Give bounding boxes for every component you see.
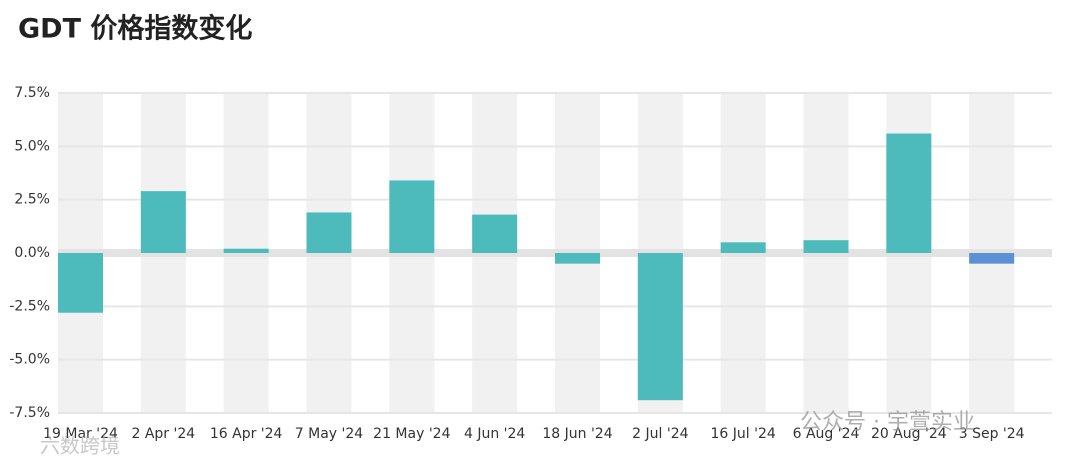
bar — [223, 248, 269, 253]
bar — [555, 253, 600, 264]
x-tick-label: 2 Apr '24 — [131, 426, 195, 442]
y-tick-label: 5.0% — [14, 138, 50, 154]
bar — [886, 133, 932, 253]
x-tick-label: 19 Mar '24 — [43, 426, 118, 442]
x-tick-label: 21 May '24 — [373, 426, 450, 442]
bar — [306, 212, 352, 253]
watermark: 六数跨境 — [40, 434, 120, 458]
y-tick-label: -7.5% — [9, 405, 50, 421]
bar — [140, 191, 186, 253]
bar — [969, 253, 1015, 264]
x-tick-label: 16 Apr '24 — [210, 426, 283, 442]
watermark: 公众号 · 宇萱实业 — [800, 410, 975, 435]
bar — [720, 242, 766, 253]
bar — [58, 253, 103, 313]
bar — [389, 180, 435, 253]
x-tick-label: 18 Jun '24 — [542, 426, 612, 442]
y-tick-label: -2.5% — [9, 298, 50, 314]
x-tick-label: 7 May '24 — [295, 426, 364, 442]
x-tick-label: 2 Jul '24 — [632, 426, 688, 442]
x-tick-label: 16 Jul '24 — [711, 426, 776, 442]
y-tick-label: -5.0% — [9, 352, 50, 368]
bar — [803, 240, 849, 253]
x-tick-label: 4 Jun '24 — [464, 426, 525, 442]
y-tick-label: 2.5% — [14, 192, 50, 208]
x-tick-label: 20 Aug '24 — [871, 426, 947, 442]
y-tick-label: 7.5% — [14, 85, 50, 101]
chart-title: GDT 价格指数变化 — [18, 13, 252, 45]
bar — [637, 253, 683, 401]
y-tick-label: 0.0% — [14, 245, 50, 261]
x-tick-label: 3 Sep '24 — [959, 426, 1025, 442]
bar — [472, 214, 518, 253]
x-tick-label: 6 Aug '24 — [793, 426, 860, 442]
